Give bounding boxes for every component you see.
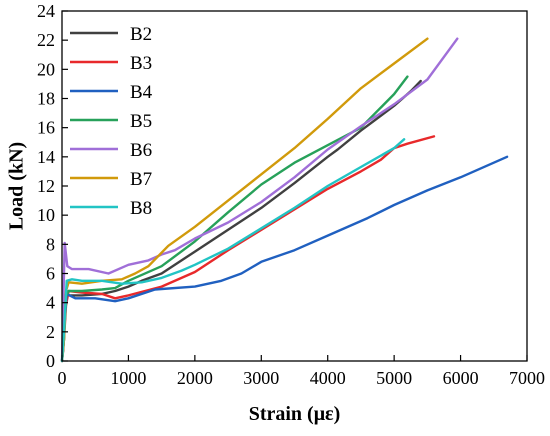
y-tick-label: 22 (37, 30, 55, 50)
legend-label-b2: B2 (130, 24, 152, 45)
legend-label-b4: B4 (130, 82, 153, 103)
y-tick-label: 12 (37, 176, 55, 196)
y-tick-label: 4 (46, 293, 55, 313)
x-tick-label: 1000 (110, 368, 146, 388)
series-layer (60, 37, 509, 363)
series-line-b4 (60, 155, 509, 363)
ticks-layer: 0 1000 2000 3000 4000 5000 6000 700002468101214… (37, 1, 545, 388)
x-tick-label: 6000 (443, 368, 479, 388)
y-tick-label: 14 (37, 147, 55, 167)
x-tick-label: 4000 (310, 368, 346, 388)
legend-label-b5: B5 (130, 111, 152, 132)
legend-label-b6: B6 (130, 140, 152, 161)
y-tick-label: 20 (37, 59, 55, 79)
x-tick-label: 5000 (376, 368, 412, 388)
y-tick-label: 10 (37, 205, 55, 225)
x-tick-label: 3000 (243, 368, 279, 388)
legend: B2 B3 B4 B5 B6 B7 B8 (70, 24, 153, 219)
x-axis-title: Strain (με) (249, 403, 341, 425)
series-line-b3 (60, 135, 436, 363)
y-tick-label: 24 (37, 1, 55, 21)
legend-label-b8: B8 (130, 198, 152, 219)
y-tick-label: 2 (46, 322, 55, 342)
x-tick-label: 2000 (177, 368, 213, 388)
x-tick-label: 0 (58, 368, 67, 388)
y-tick-label: 18 (37, 89, 55, 109)
legend-label-b3: B3 (130, 53, 152, 74)
y-tick-label: 16 (37, 118, 55, 138)
x-tick-label: 7000 (509, 368, 545, 388)
y-tick-label: 8 (46, 234, 55, 254)
series-line-b5 (60, 75, 409, 363)
y-tick-label: 6 (46, 264, 55, 284)
series-line-b8 (60, 138, 406, 363)
y-tick-label: 0 (46, 351, 55, 371)
series-line-b6 (60, 37, 459, 363)
series-line-b7 (60, 37, 429, 363)
y-axis-title: Load (kN) (6, 142, 28, 230)
legend-label-b7: B7 (130, 169, 152, 190)
